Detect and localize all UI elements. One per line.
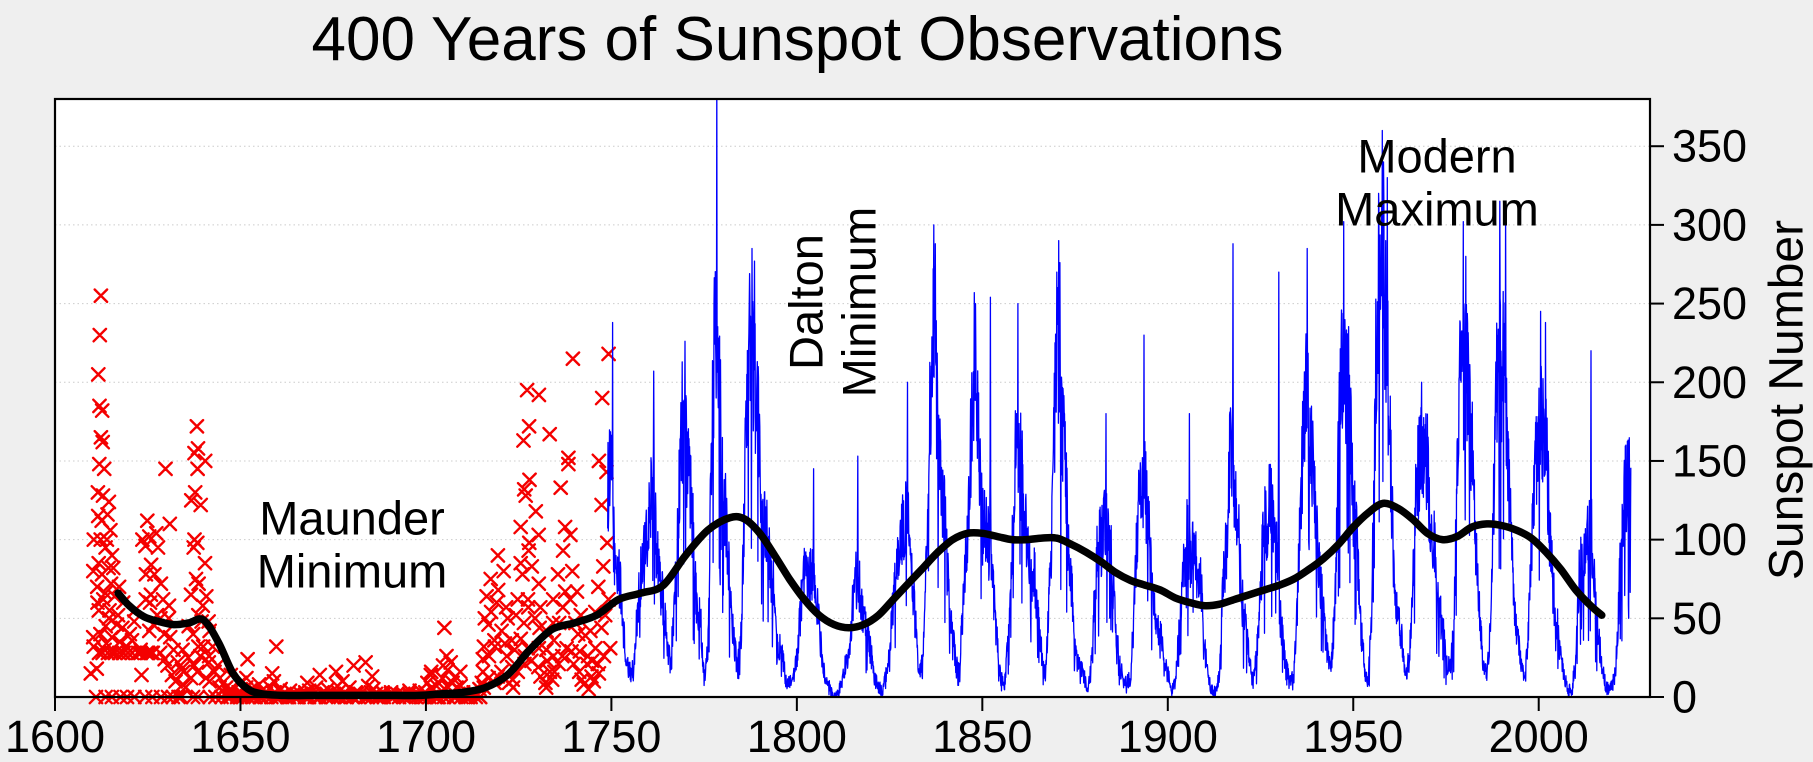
y-tick-label: 200: [1672, 357, 1747, 408]
x-tick-label: 1900: [1118, 711, 1218, 762]
y-tick-label: 50: [1672, 593, 1722, 644]
annotation-dalton-line1: Dalton: [779, 234, 833, 370]
blue-monthly-series: [607, 99, 1632, 698]
annotation-dalton-line2: Minimum: [832, 206, 885, 398]
x-tick-label: 1850: [932, 711, 1032, 762]
y-tick-label: 0: [1672, 672, 1697, 723]
y-tick-label: 250: [1672, 278, 1747, 329]
x-tick-label: 1950: [1303, 711, 1403, 762]
annotation-dalton-minimum: Dalton Minimum: [779, 206, 885, 398]
x-tick-label: 2000: [1489, 711, 1589, 762]
y-tick-label: 150: [1672, 435, 1747, 486]
x-tick-label: 1800: [747, 711, 847, 762]
annotation-maunder-line2: Minimum: [256, 544, 448, 597]
annotation-modern-line1: Modern: [1357, 129, 1517, 183]
x-tick-label: 1650: [190, 711, 290, 762]
annotation-maunder-minimum: Maunder Minimum: [257, 492, 448, 597]
x-tick-label: 1700: [376, 711, 476, 762]
smoothed-series: [114, 499, 1606, 700]
y-tick-label: 350: [1672, 121, 1747, 172]
chart-title: 400 Years of Sunspot Observations: [311, 5, 1284, 74]
annotation-modern-maximum: Modern Maximum: [1335, 130, 1539, 235]
x-tick-label: 1600: [5, 711, 105, 762]
y-axis-label: Sunspot Number: [1760, 219, 1813, 581]
plot-frame: [53, 97, 1652, 699]
y-tick-label: 100: [1672, 514, 1747, 565]
y-tick-label: 300: [1672, 199, 1747, 250]
annotation-maunder-line1: Maunder: [259, 491, 445, 545]
annotation-modern-line2: Maximum: [1335, 182, 1539, 235]
x-tick-label: 1750: [561, 711, 661, 762]
